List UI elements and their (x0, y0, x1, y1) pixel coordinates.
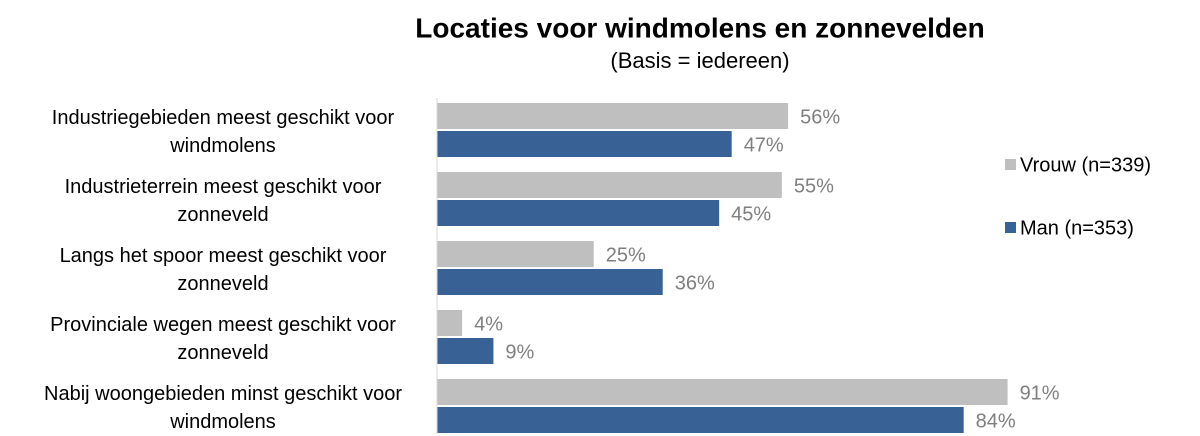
value-label: 55% (794, 175, 834, 197)
value-label: 91% (1020, 382, 1060, 404)
value-label: 36% (675, 272, 715, 294)
bar (437, 131, 732, 157)
bar (437, 407, 964, 433)
chart-subtitle: (Basis = iedereen) (610, 48, 789, 73)
category-label: Provinciale wegen meest geschikt voor zo… (50, 314, 396, 364)
legend-label: Man (n=353) (1020, 217, 1134, 239)
value-label: 4% (474, 313, 503, 335)
category-label: Industriegebieden meest geschikt voor wi… (51, 107, 395, 157)
value-label: 84% (976, 410, 1016, 432)
legend-swatch (1005, 159, 1016, 170)
bar (437, 338, 494, 364)
legend-label: Vrouw (n=339) (1020, 154, 1151, 176)
bar (437, 200, 720, 226)
value-label: 25% (606, 244, 646, 266)
bar (437, 241, 594, 267)
bar (437, 103, 789, 129)
legend-swatch (1005, 222, 1016, 233)
category-label: Industrieterrein meest geschikt voor zon… (64, 176, 382, 226)
value-label: 45% (731, 203, 771, 225)
category-label: Nabij woongebieden minst geschikt voor w… (44, 383, 402, 433)
bar (437, 310, 463, 336)
bar (437, 172, 782, 198)
bar (437, 379, 1008, 405)
value-label: 47% (744, 134, 784, 156)
bar (437, 269, 663, 295)
value-label: 56% (800, 106, 840, 128)
chart-title: Locaties voor windmolens en zonnevelden (415, 12, 984, 43)
category-label: Langs het spoor meest geschikt voor zonn… (59, 245, 387, 295)
value-label: 9% (505, 341, 534, 363)
